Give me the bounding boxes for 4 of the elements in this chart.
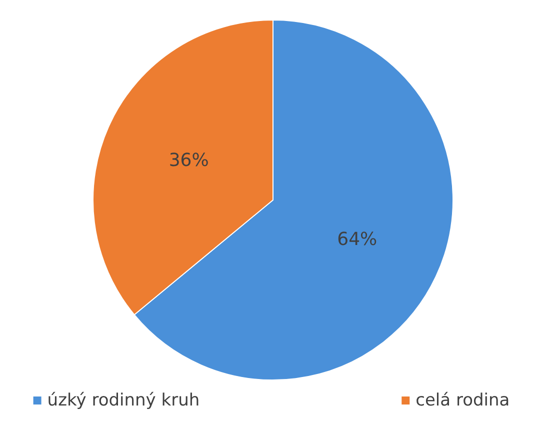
legend-label: úzký rodinný kruh <box>47 390 200 410</box>
legend-label: celá rodina <box>416 390 510 410</box>
data-label: 64% <box>337 229 378 250</box>
data-label: 36% <box>168 150 209 171</box>
